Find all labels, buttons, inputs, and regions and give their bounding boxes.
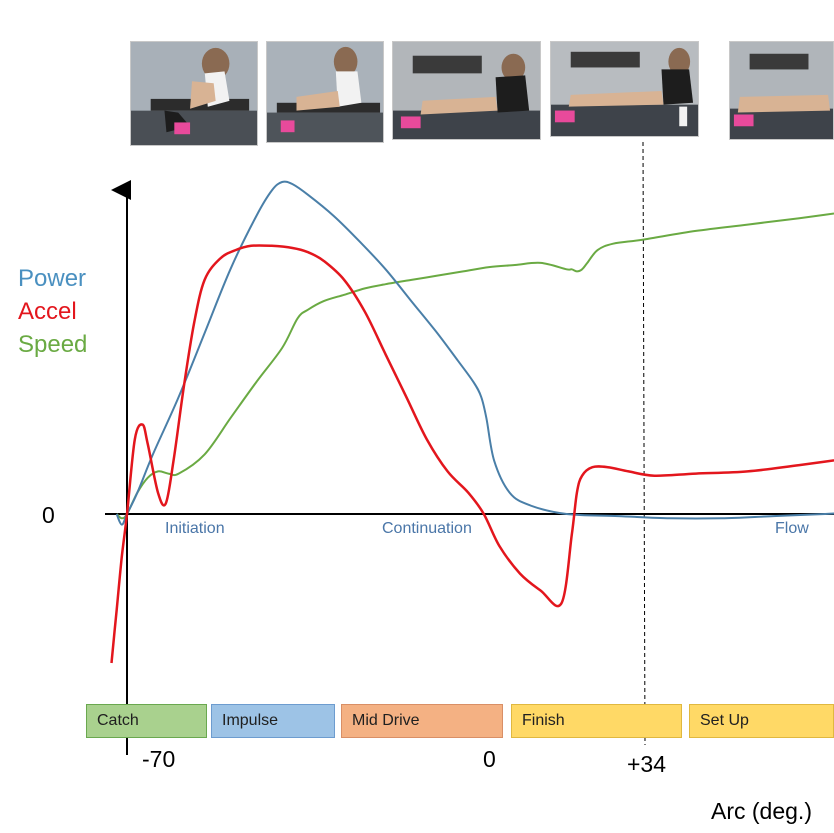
region-initiation: Initiation (165, 520, 225, 537)
phase-set-up: Set Up (689, 704, 834, 738)
finish-marker-line (642, 141, 646, 746)
finish-photo (550, 41, 699, 137)
drive-photo (266, 41, 384, 143)
y-tick-zero: 0 (42, 502, 55, 528)
legend-speed: Speed (18, 331, 88, 358)
mid-drive-photo (392, 41, 541, 140)
legend-power: Power (18, 265, 87, 292)
x-tick-zero: 0 (483, 746, 496, 772)
x-tick-plus-34: +34 (627, 751, 667, 777)
accel-line (110, 244, 834, 664)
x-tick-minus-70: -70 (142, 746, 176, 772)
catch-photo (130, 41, 258, 146)
region-flow: Flow (775, 520, 809, 537)
power-line (115, 180, 834, 526)
legend-accel: Accel (18, 298, 77, 325)
phase-finish: Finish (511, 704, 682, 738)
legend: Power Accel Speed (18, 262, 87, 361)
phase-impulse: Impulse (211, 704, 335, 738)
recovery-photo (729, 41, 834, 140)
region-continuation: Continuation (382, 520, 472, 537)
x-axis-label: Arc (deg.) (711, 798, 812, 824)
phase-mid-drive: Mid Drive (341, 704, 503, 738)
speed-line (115, 212, 834, 520)
phase-catch: Catch (86, 704, 207, 738)
